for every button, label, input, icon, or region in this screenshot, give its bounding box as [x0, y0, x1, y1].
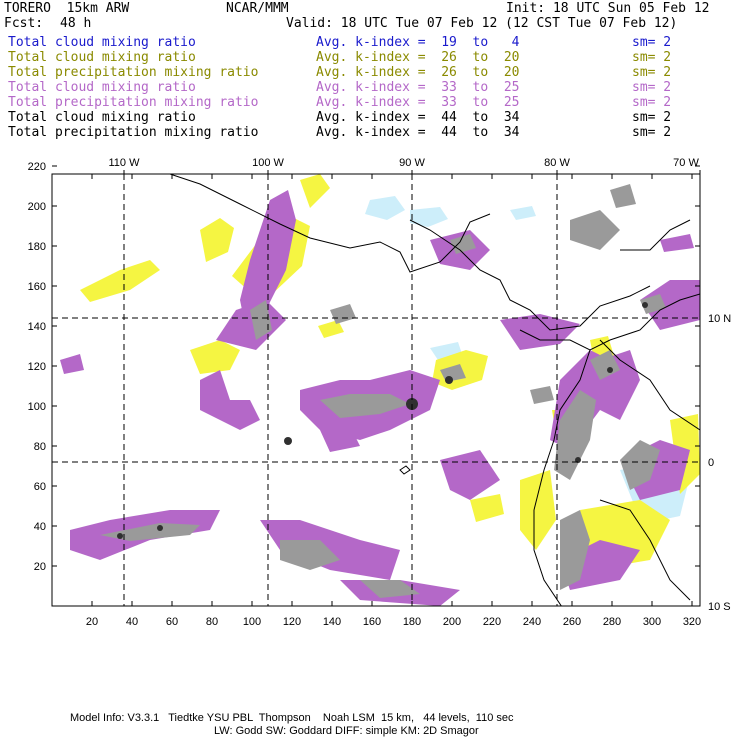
legend-label: Total cloud mixing ratio [8, 110, 196, 125]
x-tick-label: 280 [603, 616, 621, 628]
plot-frame [51, 173, 701, 607]
y-tick-label: 40 [34, 521, 46, 533]
x-tick-label: 260 [563, 616, 581, 628]
x-tick-label: 300 [643, 616, 661, 628]
legend-smoothing: sm= 2 [632, 110, 672, 125]
legend-smoothing: sm= 2 [632, 50, 672, 65]
x-tick-label: 180 [403, 616, 421, 628]
latitude-label: 10 S [708, 601, 731, 613]
legend-kindex: Avg. k-index = 26 to 20 [316, 50, 520, 65]
legend-kindex: Avg. k-index = 19 to 4 [316, 35, 520, 50]
x-tick-label: 240 [523, 616, 541, 628]
legend-kindex: Avg. k-index = 33 to 25 [316, 95, 520, 110]
longitude-label: 90 W [399, 157, 425, 169]
lat-lon-grid [52, 174, 700, 606]
legend-label: Total precipitation mixing ratio [8, 125, 259, 140]
init-time: Init: 18 UTC Sun 05 Feb 12 [506, 1, 710, 16]
legend-smoothing: sm= 2 [632, 35, 672, 50]
x-tick-label: 320 [683, 616, 701, 628]
organization: NCAR/MMM [226, 1, 289, 16]
y-tick-label: 160 [28, 281, 46, 293]
legend-kindex: Avg. k-index = 26 to 20 [316, 65, 520, 80]
y-tick-label: 220 [28, 161, 46, 173]
legend-kindex: Avg. k-index = 44 to 34 [316, 125, 520, 140]
longitude-label: 100 W [252, 157, 284, 169]
legend-label: Total cloud mixing ratio [8, 35, 196, 50]
legend-label: Total precipitation mixing ratio [8, 65, 259, 80]
legend-smoothing: sm= 2 [632, 65, 672, 80]
coastlines [169, 174, 700, 606]
x-tick-label: 100 [243, 616, 261, 628]
y-tick-label: 80 [34, 441, 46, 453]
y-tick-label: 100 [28, 401, 46, 413]
model-info-line1: Model Info: V3.3.1 Tiedtke YSU PBL Thomp… [70, 712, 514, 724]
longitude-label: 110 W [109, 157, 141, 169]
model-info-line2: LW: Godd SW: Goddard DIFF: simple KM: 2D… [214, 725, 479, 737]
legend-smoothing: sm= 2 [632, 95, 672, 110]
x-tick-label: 140 [323, 616, 341, 628]
y-tick-label: 200 [28, 201, 46, 213]
longitude-label: 70 W [673, 157, 699, 169]
y-tick-label: 120 [28, 361, 46, 373]
y-tick-label: 20 [34, 561, 46, 573]
y-tick-label: 140 [28, 321, 46, 333]
x-tick-label: 160 [363, 616, 381, 628]
x-tick-label: 20 [86, 616, 98, 628]
legend-smoothing: sm= 2 [632, 80, 672, 95]
gray-field [100, 184, 666, 598]
x-tick-label: 120 [283, 616, 301, 628]
legend-label: Total cloud mixing ratio [8, 80, 196, 95]
x-tick-label: 200 [443, 616, 461, 628]
model-name: TORERO 15km ARW [4, 1, 130, 16]
latitude-label: 0 [708, 457, 714, 469]
legend-smoothing: sm= 2 [632, 125, 672, 140]
valid-time: Valid: 18 UTC Tue 07 Feb 12 (12 CST Tue … [286, 16, 678, 31]
legend-kindex: Avg. k-index = 33 to 25 [316, 80, 520, 95]
forecast-hour: 48 h [60, 16, 92, 31]
x-tick-label: 220 [483, 616, 501, 628]
legend-label: Total cloud mixing ratio [8, 50, 196, 65]
x-tick-label: 80 [206, 616, 218, 628]
x-tick-label: 40 [126, 616, 138, 628]
latitude-label: 10 N [708, 313, 731, 325]
longitude-label: 80 W [544, 157, 570, 169]
legend-label: Total precipitation mixing ratio [8, 95, 259, 110]
y-tick-label: 60 [34, 481, 46, 493]
forecast-label: Fcst: [4, 16, 44, 31]
legend-kindex: Avg. k-index = 44 to 34 [316, 110, 520, 125]
y-tick-label: 180 [28, 241, 46, 253]
x-tick-label: 60 [166, 616, 178, 628]
